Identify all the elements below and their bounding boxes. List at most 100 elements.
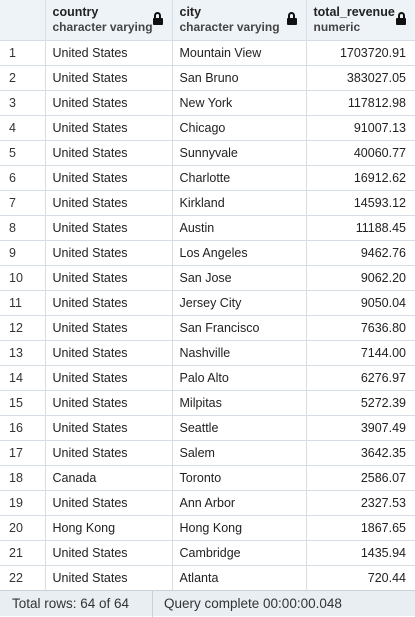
city-cell[interactable]: Toronto bbox=[172, 465, 307, 491]
row-number-cell[interactable]: 17 bbox=[0, 440, 46, 466]
country-cell[interactable]: United States bbox=[45, 540, 173, 566]
country-cell[interactable]: United States bbox=[45, 265, 173, 291]
table-row[interactable]: 10 United States San Jose 9062.20 bbox=[0, 265, 415, 291]
total-revenue-cell[interactable]: 1435.94 bbox=[306, 540, 415, 566]
table-row[interactable]: 18 Canada Toronto 2586.07 bbox=[0, 465, 415, 491]
total-revenue-cell[interactable]: 16912.62 bbox=[306, 165, 415, 191]
row-number-cell[interactable]: 19 bbox=[0, 490, 46, 516]
total-revenue-cell[interactable]: 6276.97 bbox=[306, 365, 415, 391]
country-cell[interactable]: United States bbox=[45, 115, 173, 141]
country-cell[interactable]: United States bbox=[45, 190, 173, 216]
row-number-cell[interactable]: 21 bbox=[0, 540, 46, 566]
city-cell[interactable]: New York bbox=[172, 90, 307, 116]
country-cell[interactable]: United States bbox=[45, 365, 173, 391]
country-cell[interactable]: United States bbox=[45, 490, 173, 516]
table-row[interactable]: 21 United States Cambridge 1435.94 bbox=[0, 540, 415, 566]
row-number-header[interactable] bbox=[0, 0, 46, 41]
country-cell[interactable]: United States bbox=[45, 565, 173, 591]
table-row[interactable]: 15 United States Milpitas 5272.39 bbox=[0, 390, 415, 416]
row-number-cell[interactable]: 8 bbox=[0, 215, 46, 241]
city-cell[interactable]: Salem bbox=[172, 440, 307, 466]
row-number-cell[interactable]: 6 bbox=[0, 165, 46, 191]
total-revenue-cell[interactable]: 14593.12 bbox=[306, 190, 415, 216]
total-revenue-cell[interactable]: 9062.20 bbox=[306, 265, 415, 291]
country-cell[interactable]: Hong Kong bbox=[45, 515, 173, 541]
total-revenue-cell[interactable]: 91007.13 bbox=[306, 115, 415, 141]
country-cell[interactable]: United States bbox=[45, 140, 173, 166]
country-cell[interactable]: United States bbox=[45, 40, 173, 66]
total-revenue-cell[interactable]: 9462.76 bbox=[306, 240, 415, 266]
row-number-cell[interactable]: 11 bbox=[0, 290, 46, 316]
city-cell[interactable]: Charlotte bbox=[172, 165, 307, 191]
table-row[interactable]: 7 United States Kirkland 14593.12 bbox=[0, 190, 415, 216]
city-cell[interactable]: Nashville bbox=[172, 340, 307, 366]
row-number-cell[interactable]: 2 bbox=[0, 65, 46, 91]
total-revenue-cell[interactable]: 11188.45 bbox=[306, 215, 415, 241]
city-cell[interactable]: Chicago bbox=[172, 115, 307, 141]
total-revenue-cell[interactable]: 720.44 bbox=[306, 565, 415, 591]
table-row[interactable]: 1 United States Mountain View 1703720.91 bbox=[0, 40, 415, 66]
row-number-cell[interactable]: 5 bbox=[0, 140, 46, 166]
country-cell[interactable]: United States bbox=[45, 415, 173, 441]
table-row[interactable]: 12 United States San Francisco 7636.80 bbox=[0, 315, 415, 341]
city-cell[interactable]: Palo Alto bbox=[172, 365, 307, 391]
row-number-cell[interactable]: 10 bbox=[0, 265, 46, 291]
column-header-city[interactable]: city character varying bbox=[172, 0, 307, 41]
city-cell[interactable]: San Bruno bbox=[172, 65, 307, 91]
total-revenue-cell[interactable]: 3642.35 bbox=[306, 440, 415, 466]
total-revenue-cell[interactable]: 3907.49 bbox=[306, 415, 415, 441]
country-cell[interactable]: United States bbox=[45, 165, 173, 191]
total-revenue-cell[interactable]: 2586.07 bbox=[306, 465, 415, 491]
total-revenue-cell[interactable]: 1703720.91 bbox=[306, 40, 415, 66]
city-cell[interactable]: San Francisco bbox=[172, 315, 307, 341]
city-cell[interactable]: Hong Kong bbox=[172, 515, 307, 541]
total-revenue-cell[interactable]: 7636.80 bbox=[306, 315, 415, 341]
table-row[interactable]: 22 United States Atlanta 720.44 bbox=[0, 565, 415, 591]
city-cell[interactable]: Milpitas bbox=[172, 390, 307, 416]
city-cell[interactable]: Ann Arbor bbox=[172, 490, 307, 516]
country-cell[interactable]: United States bbox=[45, 290, 173, 316]
table-row[interactable]: 5 United States Sunnyvale 40060.77 bbox=[0, 140, 415, 166]
country-cell[interactable]: United States bbox=[45, 340, 173, 366]
country-cell[interactable]: Canada bbox=[45, 465, 173, 491]
column-header-total-revenue[interactable]: total_revenue numeric bbox=[306, 0, 415, 41]
row-number-cell[interactable]: 20 bbox=[0, 515, 46, 541]
country-cell[interactable]: United States bbox=[45, 90, 173, 116]
row-number-cell[interactable]: 16 bbox=[0, 415, 46, 441]
row-number-cell[interactable]: 3 bbox=[0, 90, 46, 116]
table-row[interactable]: 20 Hong Kong Hong Kong 1867.65 bbox=[0, 515, 415, 541]
row-number-cell[interactable]: 7 bbox=[0, 190, 46, 216]
table-row[interactable]: 16 United States Seattle 3907.49 bbox=[0, 415, 415, 441]
city-cell[interactable]: San Jose bbox=[172, 265, 307, 291]
table-row[interactable]: 3 United States New York 117812.98 bbox=[0, 90, 415, 116]
table-row[interactable]: 13 United States Nashville 7144.00 bbox=[0, 340, 415, 366]
total-revenue-cell[interactable]: 5272.39 bbox=[306, 390, 415, 416]
country-cell[interactable]: United States bbox=[45, 215, 173, 241]
row-number-cell[interactable]: 13 bbox=[0, 340, 46, 366]
total-revenue-cell[interactable]: 2327.53 bbox=[306, 490, 415, 516]
row-number-cell[interactable]: 12 bbox=[0, 315, 46, 341]
row-number-cell[interactable]: 9 bbox=[0, 240, 46, 266]
country-cell[interactable]: United States bbox=[45, 315, 173, 341]
table-row[interactable]: 11 United States Jersey City 9050.04 bbox=[0, 290, 415, 316]
table-row[interactable]: 6 United States Charlotte 16912.62 bbox=[0, 165, 415, 191]
total-revenue-cell[interactable]: 7144.00 bbox=[306, 340, 415, 366]
city-cell[interactable]: Los Angeles bbox=[172, 240, 307, 266]
total-revenue-cell[interactable]: 117812.98 bbox=[306, 90, 415, 116]
table-row[interactable]: 4 United States Chicago 91007.13 bbox=[0, 115, 415, 141]
total-revenue-cell[interactable]: 383027.05 bbox=[306, 65, 415, 91]
table-row[interactable]: 2 United States San Bruno 383027.05 bbox=[0, 65, 415, 91]
city-cell[interactable]: Cambridge bbox=[172, 540, 307, 566]
country-cell[interactable]: United States bbox=[45, 390, 173, 416]
city-cell[interactable]: Jersey City bbox=[172, 290, 307, 316]
total-revenue-cell[interactable]: 40060.77 bbox=[306, 140, 415, 166]
table-row[interactable]: 19 United States Ann Arbor 2327.53 bbox=[0, 490, 415, 516]
row-number-cell[interactable]: 4 bbox=[0, 115, 46, 141]
table-row[interactable]: 9 United States Los Angeles 9462.76 bbox=[0, 240, 415, 266]
table-row[interactable]: 8 United States Austin 11188.45 bbox=[0, 215, 415, 241]
country-cell[interactable]: United States bbox=[45, 65, 173, 91]
row-number-cell[interactable]: 15 bbox=[0, 390, 46, 416]
city-cell[interactable]: Kirkland bbox=[172, 190, 307, 216]
row-number-cell[interactable]: 18 bbox=[0, 465, 46, 491]
city-cell[interactable]: Atlanta bbox=[172, 565, 307, 591]
